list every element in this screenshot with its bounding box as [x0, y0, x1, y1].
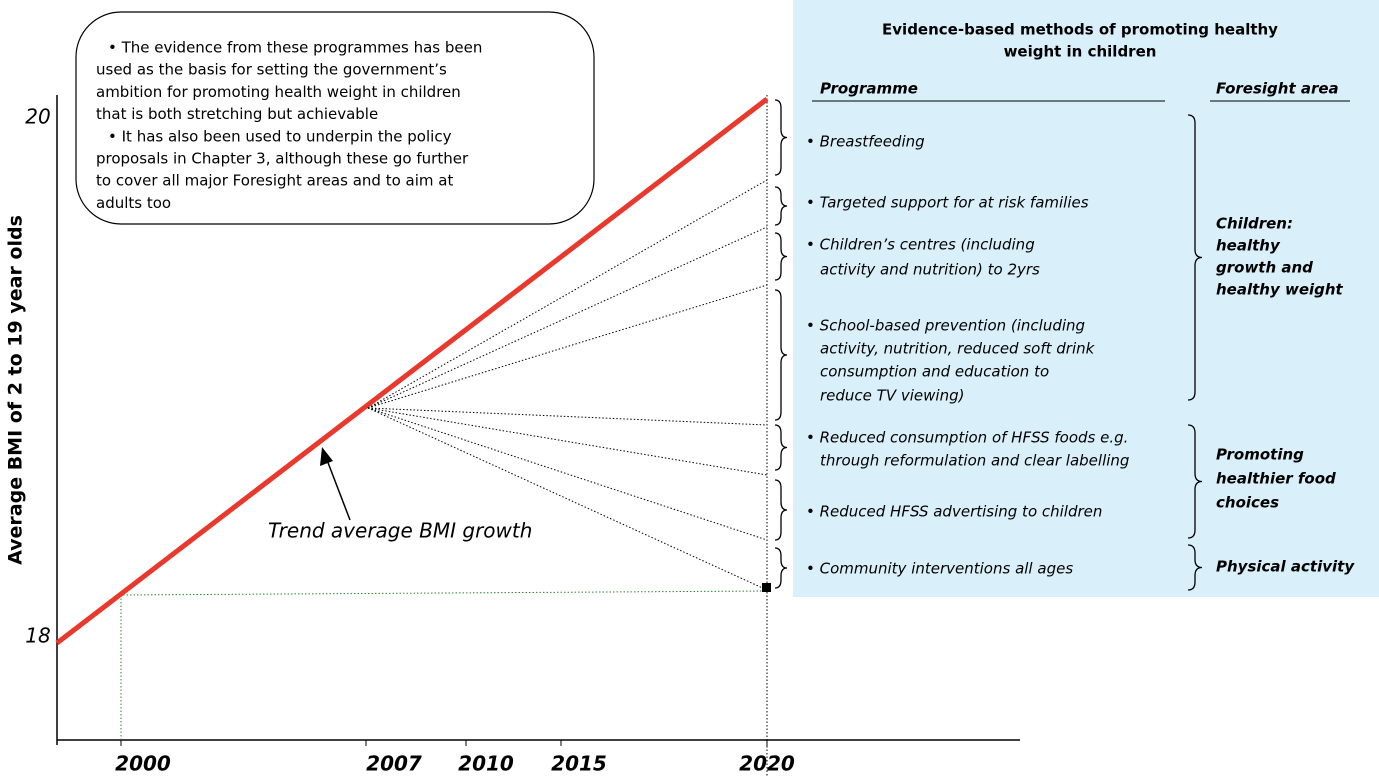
programme-text: • Breastfeeding [806, 133, 925, 151]
area-text: healthy [1216, 237, 1281, 255]
area-text: healthy weight [1216, 281, 1344, 299]
programme-text: activity and nutrition) to 2yrs [820, 261, 1040, 279]
callout-text: to cover all major Foresight areas and t… [96, 172, 453, 190]
area-text: Physical activity [1216, 558, 1355, 576]
brace [1187, 544, 1203, 591]
y-tick-label: 18 [25, 624, 50, 648]
brace [774, 186, 788, 226]
scenario-line [367, 407, 768, 591]
programme-text: • Targeted support for at risk families [806, 194, 1089, 212]
programme-text: • Reduced HFSS advertising to children [806, 503, 1102, 521]
annotation: Trend average BMI growth [268, 519, 532, 543]
brace [774, 232, 788, 281]
x-tick-label: 2010 [458, 752, 514, 776]
guide-line [120, 590, 768, 740]
programme-text: reduce TV viewing) [820, 387, 964, 405]
x-tick-label: 2000 [115, 752, 171, 776]
programme-text: • Community interventions all ages [806, 560, 1073, 578]
brace [774, 547, 788, 589]
area-text: choices [1216, 494, 1279, 512]
programme-text: through reformulation and clear labellin… [820, 452, 1129, 470]
panel-background [793, 0, 1379, 597]
x-tick-label: 2007 [366, 752, 422, 776]
x-tick-label: 2015 [551, 752, 607, 776]
end-marker [762, 583, 771, 592]
callout-text: that is both stretching but achievable [96, 105, 378, 123]
callout-text: used as the basis for setting the govern… [96, 61, 447, 79]
scenario-line [367, 179, 768, 409]
arrow-head [320, 447, 333, 466]
programme-text: • Reduced consumption of HFSS foods e.g. [806, 429, 1128, 447]
area-text: healthier food [1216, 470, 1336, 488]
programme-text: • School-based prevention (including [806, 317, 1085, 335]
panel-title: Evidence-based methods of promoting heal… [882, 21, 1278, 39]
x-tick-label: 2020 [739, 752, 795, 776]
programme-text: consumption and education to [820, 363, 1049, 381]
brace [1187, 424, 1203, 539]
programme-text: • Children’s centres (including [806, 236, 1035, 254]
column-header: Programme [820, 80, 918, 98]
callout-box [75, 11, 595, 225]
callout-text: • The evidence from these programmes has… [108, 39, 482, 57]
column-header: Foresight area [1216, 80, 1339, 98]
brace [774, 479, 788, 541]
area-text: growth and [1216, 259, 1313, 277]
arrow [326, 459, 351, 521]
brace [774, 99, 788, 176]
programme-text: activity, nutrition, reduced soft drink [820, 340, 1096, 358]
callout-text: ambition for promoting health weight in … [96, 83, 461, 101]
y-tick-label: 20 [25, 105, 50, 129]
area-text: Promoting [1216, 446, 1304, 464]
scenario-line [367, 407, 768, 476]
scenario-line [367, 226, 768, 409]
brace [774, 289, 788, 421]
brace [1187, 114, 1203, 401]
panel-title: weight in children [1004, 43, 1157, 61]
y-axis-label: Average BMI of 2 to 19 year olds [5, 215, 27, 565]
scenario-line [367, 407, 768, 426]
scenario-line [367, 407, 768, 541]
scenario-line [367, 284, 768, 409]
callout-text: • It has also been used to underpin the … [108, 127, 452, 145]
callout-text: proposals in Chapter 3, although these g… [96, 150, 469, 168]
area-text: Children: [1216, 215, 1293, 233]
callout-text: adults too [96, 194, 171, 212]
trend-line [55, 97, 769, 645]
brace [774, 424, 788, 471]
